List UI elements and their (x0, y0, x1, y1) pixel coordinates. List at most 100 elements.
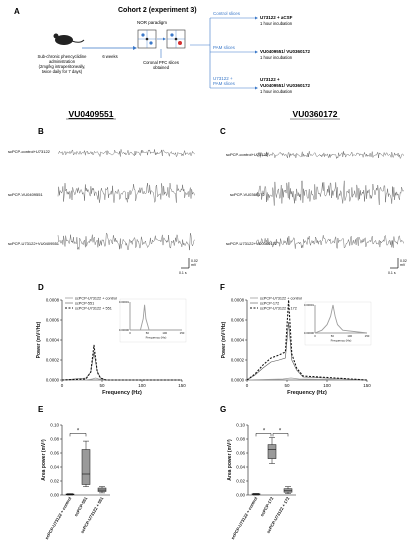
box-3 (283, 486, 293, 494)
series-line-2 (61, 351, 182, 381)
inset-x-tick-label: 50 (146, 331, 150, 335)
pcp-text-3: (2mg/kg intraperitoneally, (39, 64, 86, 69)
pfc-text-1: Coronal PFC slices (143, 60, 179, 65)
panel-label-a: A (14, 7, 20, 16)
branch-pam-head (255, 50, 258, 54)
series-line-1 (246, 377, 368, 381)
trace-label-c2: scPCP-VU0360172 (230, 192, 265, 197)
inset-y-tick-label: 0.00001 (304, 303, 315, 307)
legend-label: scPCP-551 (75, 301, 94, 305)
significance-star: * (77, 428, 80, 434)
series-line-3 (246, 299, 368, 381)
significance-bracket (69, 433, 87, 437)
inset-x-tick-label: 150 (365, 334, 370, 338)
inset-x-axis-label: Frequency (Hz) (146, 336, 167, 340)
trace-label-b3: scPCP-U73122+VU0409551 (8, 241, 60, 246)
u-pam-label-1: U73122 + (213, 76, 233, 81)
scale-amp-right: 0.02 (400, 259, 407, 263)
scale-unit-left: mV (191, 263, 197, 267)
y-tick-label: 0.0002 (231, 358, 245, 363)
inset-frame (119, 298, 187, 343)
weeks-arrowhead (133, 46, 137, 50)
inset-x-tick-label: 150 (180, 331, 185, 335)
inset-line (314, 304, 368, 334)
y-tick-label: 0.02 (236, 479, 245, 484)
y-tick-label: 0.0008 (231, 298, 245, 303)
chart-g: 0.00 0.02 0.04 0.06 0.08 0.10 Area power (mV²)… (227, 423, 296, 540)
panel-label-c: C (220, 127, 226, 136)
scale-time-left: 0.1 s (179, 271, 187, 275)
left-column-title: VU0409551 (69, 109, 114, 119)
chart-d: 0 50 100 150 0.0000 0.0002 0.0004 0.0006 0.0008 F… (36, 296, 186, 396)
y-tick-label: 0.08 (236, 437, 245, 442)
inset-x-tick-label: 50 (331, 334, 335, 338)
scale-time-right: 0.1 s (388, 271, 396, 275)
inset-x-axis-label: Frequency (Hz) (331, 339, 352, 343)
pcp-text-4: twice daily for 7 days) (42, 69, 83, 74)
cohort-title: Cohort 2 (experiment 3) (118, 7, 197, 14)
y-tick-label: 0.10 (50, 423, 59, 428)
outcome3-line2: VU0409551/ VU0360172 (260, 83, 311, 88)
x-tick-label: 50 (99, 383, 105, 388)
weeks-label: 6 weeks (102, 54, 117, 59)
box-body (283, 488, 293, 493)
y-axis-label: Power (mV²/Hz) (221, 321, 227, 358)
charts: 0 50 100 1500.00000.00020.00040.00060.0008F… (36, 296, 371, 540)
category-label: scPCP-U73122 + control (44, 496, 72, 540)
y-tick-label: 0.0006 (46, 318, 60, 323)
y-tick-label: 0.0006 (231, 318, 245, 323)
right-column-title: VU0360172 (293, 109, 338, 119)
box-body (81, 449, 91, 485)
trace-label-c3: scPCP-U73122+VU0360172 (226, 241, 278, 246)
outcome3-line3: 1 hour incubation (260, 89, 293, 94)
y-tick-label: 0.0000 (46, 378, 60, 383)
series-line-2 (246, 321, 368, 381)
trace-b2 (57, 182, 195, 203)
branch-upam-head (255, 86, 258, 90)
pcp-text-1: Sub-chronic phencyclidine (38, 54, 88, 59)
pfc-text-2: obtained (153, 65, 170, 70)
trace-label-c1: scPCP-control+U73122 (226, 152, 269, 157)
box-2 (81, 440, 91, 487)
outcome3-line1: U73122 + (260, 77, 280, 82)
x-tick-label: 50 (284, 383, 290, 388)
panel-label-d: D (38, 283, 44, 292)
y-tick-label: 0.06 (50, 451, 59, 456)
branch-control-head (255, 16, 258, 20)
box-2 (267, 437, 277, 464)
inset-d: 0.00000 0.00001 0 50 100 150 Frequency (Hz) (119, 298, 187, 343)
inset-line (130, 304, 182, 331)
nor-arrowhead (163, 37, 166, 41)
outcome2-line2: 1 hour incubation (260, 55, 293, 60)
y-tick-label: 0.08 (50, 437, 59, 442)
inset-x-tick-label: 100 (347, 334, 352, 338)
scale-unit-right: mV (400, 263, 406, 267)
y-tick-label: 0.00 (236, 493, 245, 498)
lfp-traces (57, 149, 404, 251)
series-line-3 (61, 344, 182, 381)
control-slices-label: Control slices (213, 11, 241, 16)
trace-b1 (57, 149, 195, 158)
inset-f: 0.00000 0.00001 0 50 100 150 Frequency (Hz) (304, 301, 372, 346)
pam-slices-label: PAM slices (213, 45, 236, 50)
panel-label-f: F (220, 283, 225, 292)
y-tick-label: 0.04 (236, 465, 245, 470)
y-tick-label: 0.06 (236, 451, 245, 456)
inset-y-tick-label: 0.00000 (119, 328, 130, 332)
x-axis-label: Frequency (Hz) (287, 390, 327, 396)
scale-bar-right (390, 258, 399, 269)
nor-arena-2 (166, 29, 186, 49)
legend-label: scPCP-U73122 + control (260, 296, 302, 300)
pcp-text-2: administration (49, 59, 76, 64)
legend-label: scPCP-U73122 + 172 (260, 306, 297, 310)
trace-label-b1: scPCP-control+U73122 (8, 149, 51, 154)
significance-bracket-1 (255, 433, 272, 437)
panel-label-e: E (38, 405, 44, 414)
box-body (267, 444, 277, 459)
box-1 (251, 493, 261, 496)
significance-star-1: * (263, 428, 266, 434)
y-tick-label: 0.10 (236, 423, 245, 428)
trace-c1 (255, 151, 404, 160)
legend-label: scPCP-U73122 + 551 (75, 306, 112, 310)
